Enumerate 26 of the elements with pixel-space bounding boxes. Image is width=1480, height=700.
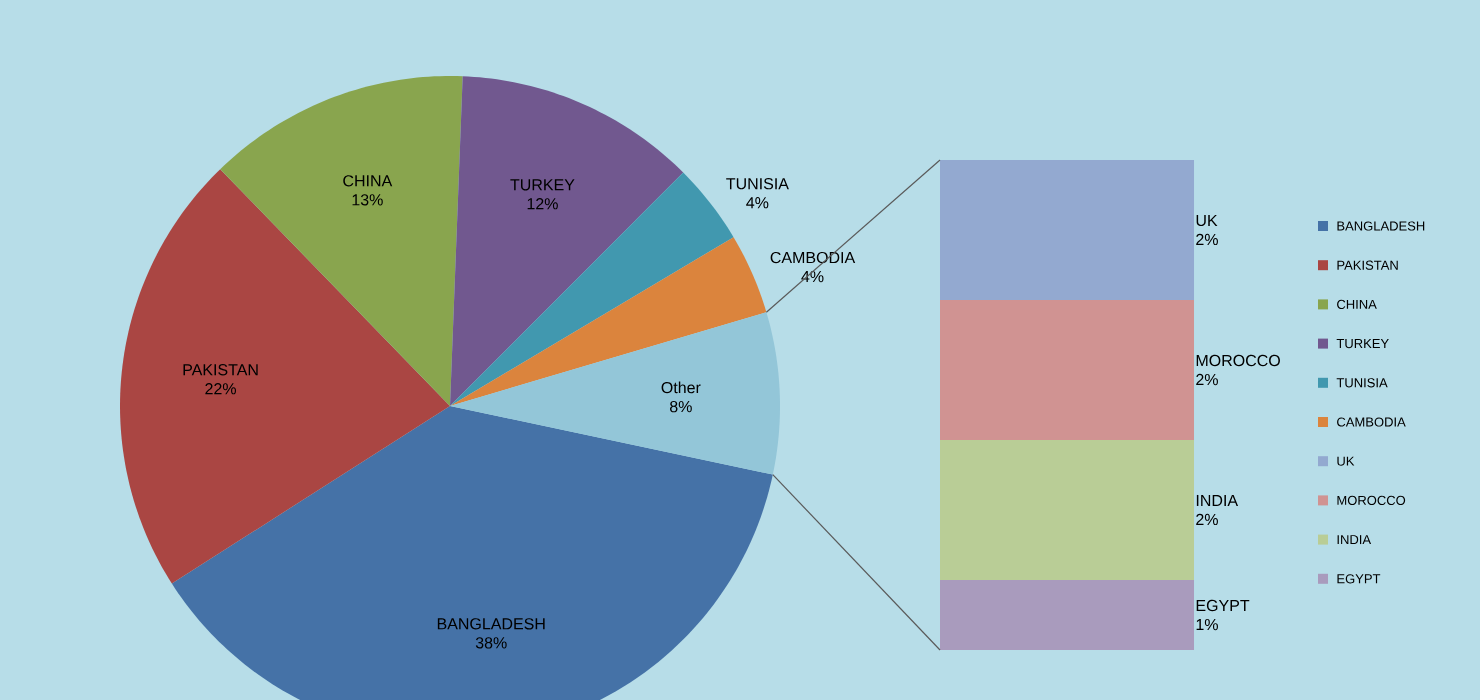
data-label: 4% bbox=[746, 197, 769, 209]
data-label: 8% bbox=[669, 400, 692, 413]
slice-label: TUNISIA bbox=[726, 178, 789, 190]
data-label: 4% bbox=[801, 270, 824, 283]
data-label: 38% bbox=[475, 637, 507, 649]
data-label: 1% bbox=[1196, 618, 1218, 631]
text: MOROCCO bbox=[1196, 354, 1280, 367]
slice-label: TURKEY bbox=[510, 179, 575, 191]
data-label: 13% bbox=[352, 194, 383, 206]
slice-label: CHINA bbox=[343, 175, 393, 187]
slice-label: BANGLADESH bbox=[437, 618, 545, 630]
slice-label: CAMBODIA bbox=[770, 251, 856, 264]
text: UK bbox=[1196, 214, 1218, 227]
data-label: 2% bbox=[1196, 233, 1218, 246]
data-label: 22% bbox=[205, 383, 236, 395]
text: INDIA bbox=[1196, 494, 1239, 506]
bar bbox=[940, 580, 1195, 650]
data-label: 12% bbox=[527, 198, 558, 210]
bar bbox=[940, 440, 1195, 580]
slice-label: Other bbox=[661, 381, 701, 394]
text: EGYPT bbox=[1196, 599, 1250, 612]
data-label: 2% bbox=[1196, 373, 1218, 386]
data-label: 2% bbox=[1196, 513, 1218, 526]
slice-label: PAKISTAN bbox=[183, 364, 258, 376]
bar bbox=[940, 300, 1195, 440]
bar bbox=[940, 160, 1195, 301]
